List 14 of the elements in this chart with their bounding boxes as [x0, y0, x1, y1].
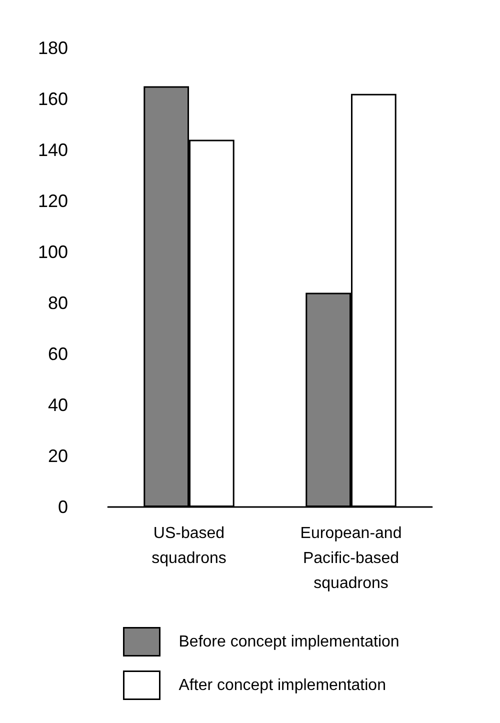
x-tick-label: European-and Pacific-based squadrons	[300, 525, 402, 592]
y-tick-label: 180	[38, 38, 68, 58]
y-tick-label: 160	[38, 89, 68, 109]
legend-label: Before concept implementation	[178, 633, 400, 650]
legend-label: After concept implementation	[178, 676, 386, 694]
y-tick-label: 0	[58, 497, 68, 517]
y-tick-label: 40	[48, 395, 68, 415]
y-tick-label: 80	[48, 293, 68, 313]
y-tick-label: 60	[48, 344, 68, 364]
y-tick-label: 100	[38, 242, 68, 262]
x-tick-label: US-based squadrons	[152, 525, 226, 567]
y-tick-label: 20	[48, 446, 68, 466]
y-tick-label: 120	[38, 191, 68, 211]
y-tick-label: 140	[38, 140, 68, 160]
